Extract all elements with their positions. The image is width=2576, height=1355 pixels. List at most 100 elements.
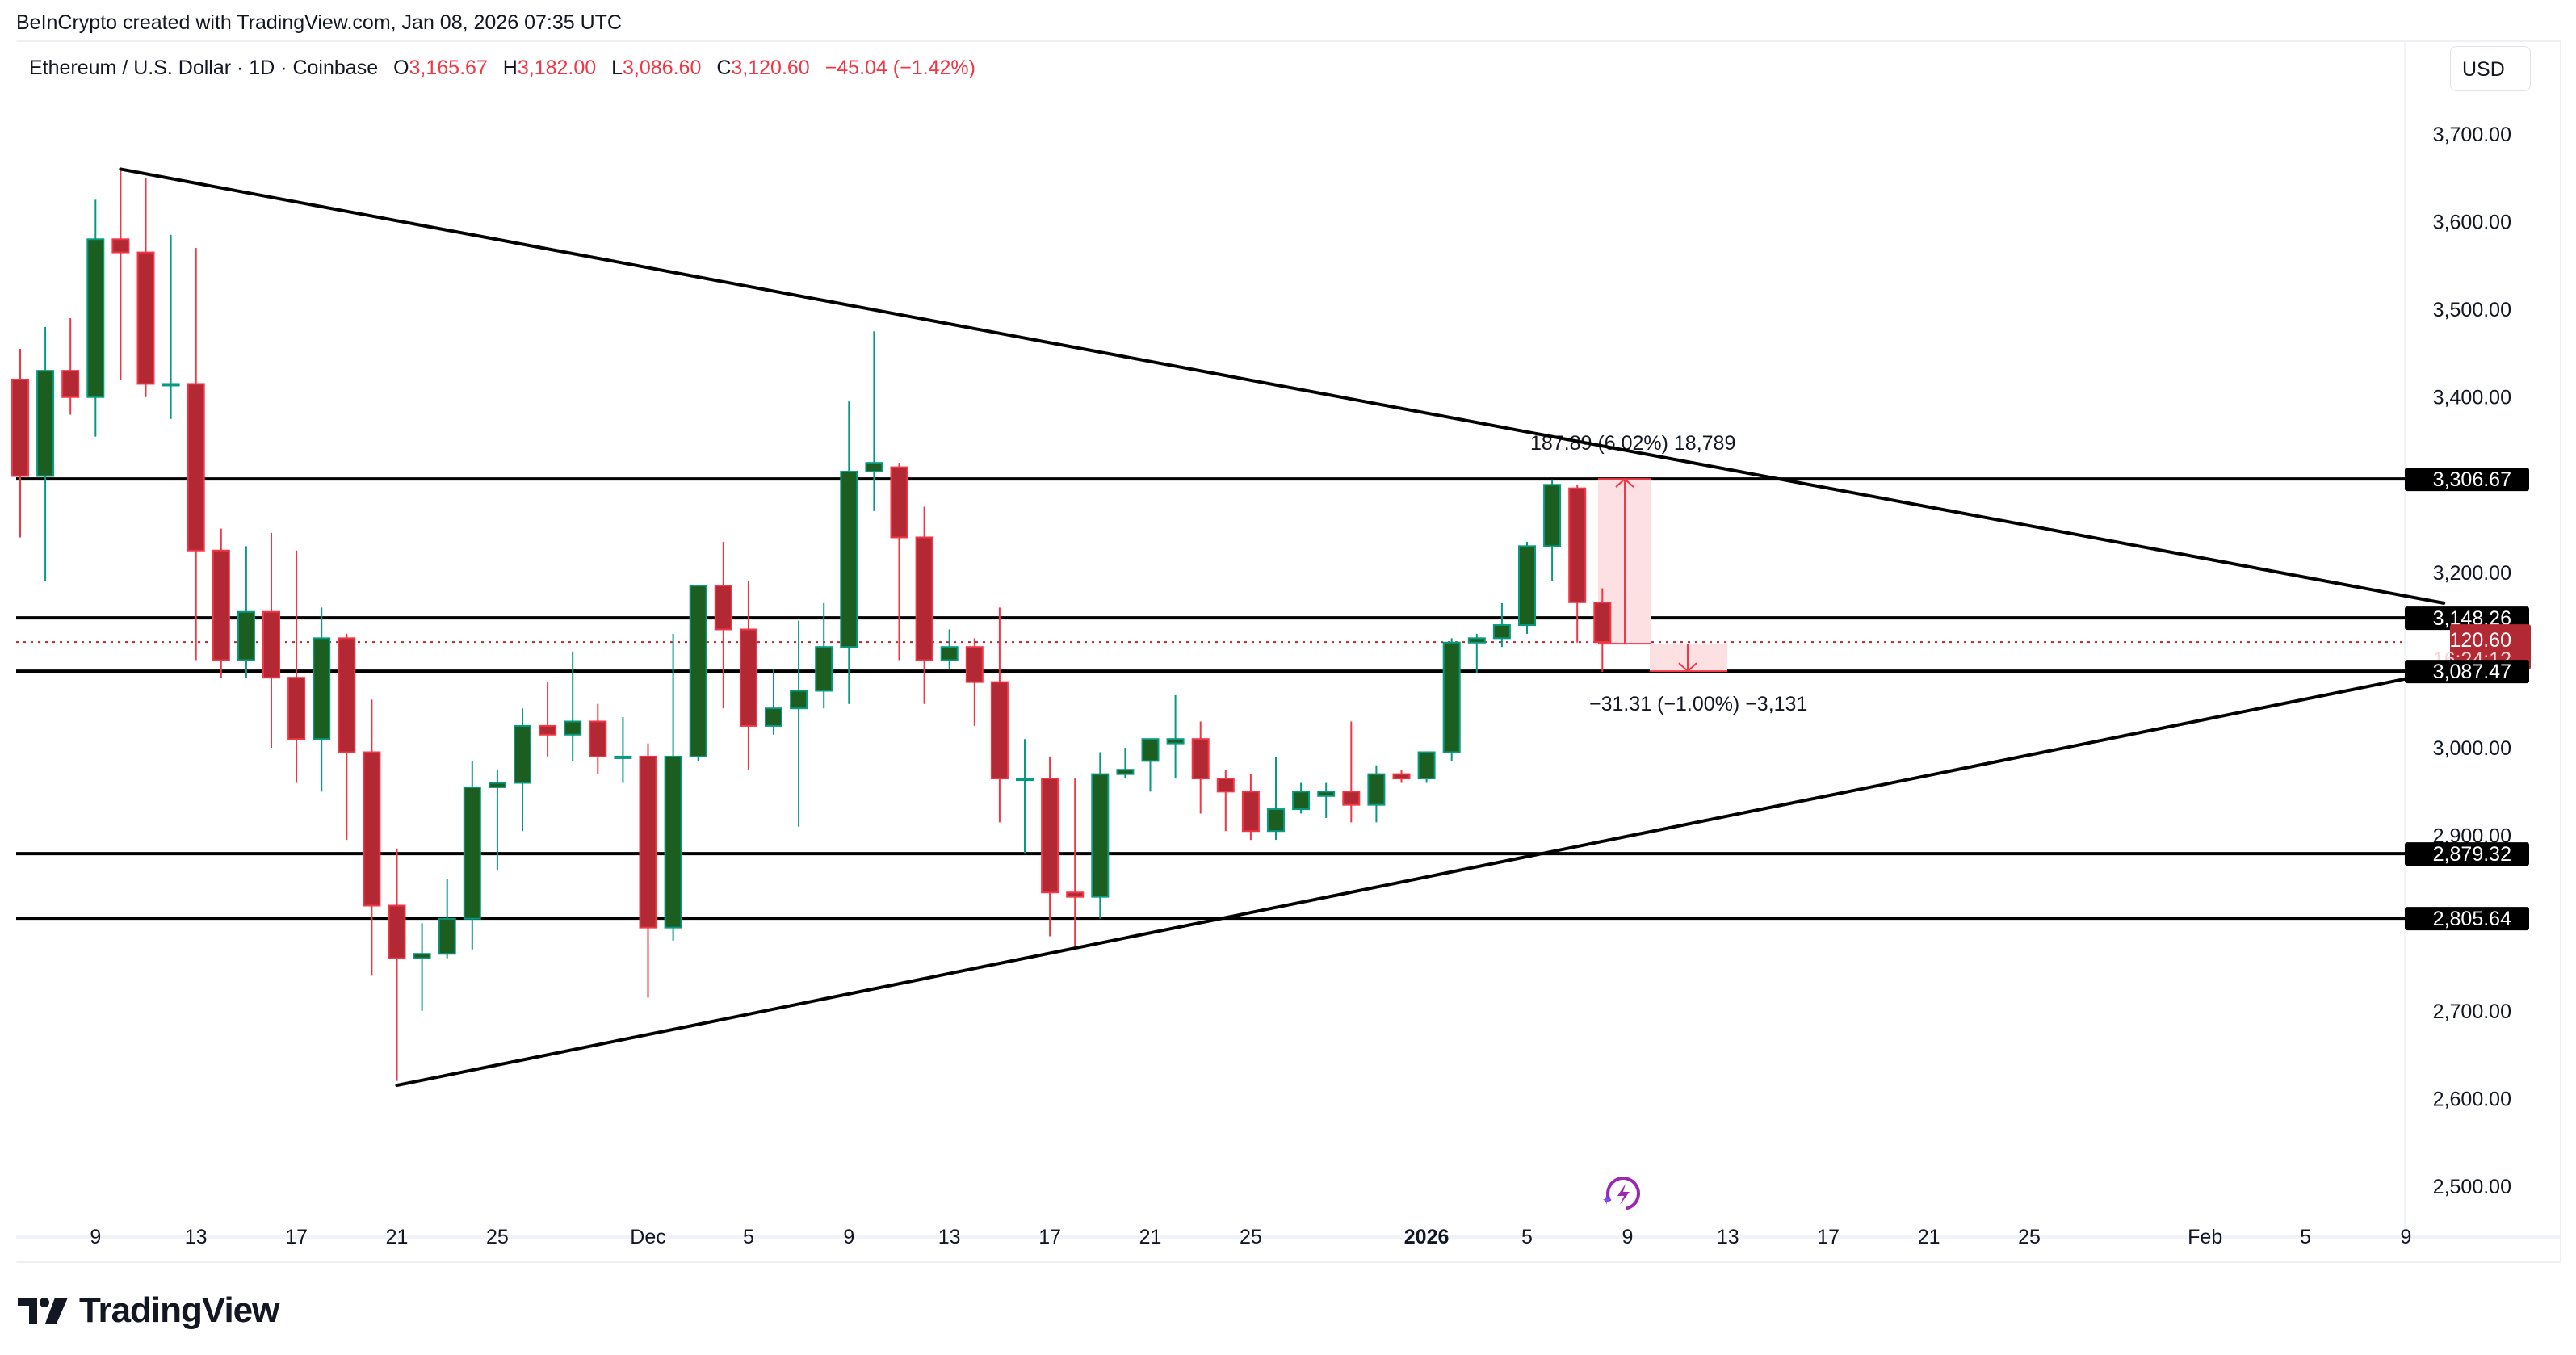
time-tick: 25 — [486, 1226, 509, 1248]
horizontal-levels — [16, 477, 2405, 921]
last-price-value: 3,120.60 — [2433, 629, 2511, 652]
candle-body — [739, 628, 757, 727]
level-price-badge — [2405, 468, 2529, 492]
candles — [11, 169, 1612, 1081]
ai-assistant-icon[interactable] — [1602, 1173, 1644, 1214]
candle-body — [187, 383, 205, 552]
time-tick: 9 — [90, 1226, 101, 1248]
candle-body — [212, 549, 230, 661]
price-tick: 2,600.00 — [2433, 1088, 2511, 1110]
low-value: 3,086.60 — [623, 57, 702, 79]
time-tick: 21 — [1918, 1226, 1940, 1248]
candle-body — [1492, 624, 1511, 640]
candle-body — [413, 953, 431, 959]
measure-tools: 187.89 (6.02%) 18,789−31.31 (−1.00%) −3,… — [1530, 432, 1807, 715]
candle-body — [36, 370, 55, 477]
candle-body — [463, 786, 481, 920]
time-tick: 13 — [1717, 1226, 1739, 1248]
candle-body — [1442, 641, 1461, 753]
level-price-value: 2,805.64 — [2433, 908, 2511, 930]
candle-body — [689, 585, 707, 757]
level-price-value: 3,306.67 — [2433, 468, 2511, 491]
candle-body — [111, 238, 130, 254]
time-tick: 9 — [2401, 1226, 2412, 1248]
price-tick: 2,500.00 — [2433, 1176, 2511, 1198]
descending-resistance-trendline — [119, 167, 2446, 605]
trendlines — [119, 167, 2478, 1088]
high-value: 3,182.00 — [517, 57, 597, 79]
time-tick: 21 — [386, 1226, 409, 1248]
price-tick: 3,700.00 — [2433, 124, 2511, 146]
time-axis[interactable]: 9 13 17 21 25 Dec 5 9 13 17 21 25 2026 5 9 13 17 21 25 Feb 5… — [90, 1226, 2411, 1248]
candle-body — [287, 677, 306, 740]
candle-body — [589, 720, 607, 757]
time-tick: 13 — [185, 1226, 208, 1248]
candle-body — [1593, 602, 1612, 644]
chart-frame — [16, 40, 2561, 1263]
candle-body — [1141, 738, 1160, 762]
symbol-title[interactable]: Ethereum / U.S. Dollar · 1D · Coinbase — [29, 57, 379, 79]
candle-body — [313, 637, 331, 740]
time-tick: 5 — [2300, 1226, 2311, 1248]
price-tick: 3,200.00 — [2433, 562, 2511, 585]
candle-body — [890, 466, 908, 539]
candle-body — [1066, 891, 1085, 898]
time-tick: 17 — [1817, 1226, 1840, 1248]
price-tick: 2,700.00 — [2433, 1001, 2511, 1023]
candle-body — [86, 238, 105, 398]
tradingview-logo[interactable]: TradingView — [18, 1290, 279, 1331]
candle-body — [815, 646, 833, 692]
time-tick: 13 — [938, 1226, 961, 1248]
low-label: L — [611, 57, 623, 79]
candle-body — [338, 637, 356, 753]
currency-button[interactable]: USD — [2450, 46, 2531, 91]
time-tick: 2026 — [1404, 1226, 1450, 1248]
candle-body — [1267, 808, 1285, 833]
candle-body — [61, 370, 80, 398]
level-price-badge — [2405, 606, 2529, 631]
symbol-legend: Ethereum / U.S. Dollar · 1D · Coinbase O… — [29, 57, 975, 80]
candle-body — [614, 755, 632, 759]
candle-body — [865, 462, 883, 473]
level-price-badge — [2405, 660, 2529, 684]
time-tick: Feb — [2188, 1226, 2222, 1248]
candle-body — [1292, 791, 1311, 811]
candle-body — [363, 751, 381, 907]
time-tick: 25 — [2018, 1226, 2041, 1248]
chart-credit: BeInCrypto created with TradingView.com,… — [16, 11, 622, 34]
candle-body — [1091, 773, 1110, 898]
time-tick: 9 — [1622, 1226, 1633, 1248]
candle-body — [1241, 791, 1260, 833]
candle-body — [539, 724, 557, 736]
level-price-value: 2,879.32 — [2433, 843, 2511, 866]
open-value: 3,165.67 — [409, 57, 488, 79]
candle-body — [1016, 778, 1034, 782]
candle-body — [664, 755, 682, 929]
price-tick: 3,500.00 — [2433, 299, 2511, 321]
candle-body — [1166, 738, 1185, 745]
candle-body — [1216, 778, 1235, 793]
candle-body — [990, 681, 1009, 780]
high-label: H — [502, 57, 518, 79]
candle-body — [1317, 791, 1336, 797]
price-axis[interactable]: 3,700.00 3,600.00 3,500.00 3,400.00 3,200.00… — [2433, 124, 2511, 1198]
time-tick: 9 — [843, 1226, 854, 1248]
time-tick: Dec — [630, 1226, 665, 1248]
candle-body — [438, 917, 456, 955]
candle-body — [488, 782, 506, 788]
candle-body — [915, 536, 933, 661]
axis-separator — [16, 42, 2560, 1239]
time-tick: 5 — [1521, 1226, 1533, 1248]
candle-body — [162, 383, 180, 387]
candle-body — [639, 755, 657, 929]
candle-body — [765, 707, 782, 727]
time-tick: 17 — [1038, 1226, 1061, 1248]
candle-body — [714, 585, 732, 631]
time-tick: 17 — [285, 1226, 308, 1248]
tradingview-wordmark: TradingView — [79, 1290, 279, 1330]
close-label: C — [716, 57, 732, 79]
candle-body — [965, 646, 984, 683]
candle-body — [1543, 484, 1562, 547]
candle-body — [262, 610, 280, 679]
